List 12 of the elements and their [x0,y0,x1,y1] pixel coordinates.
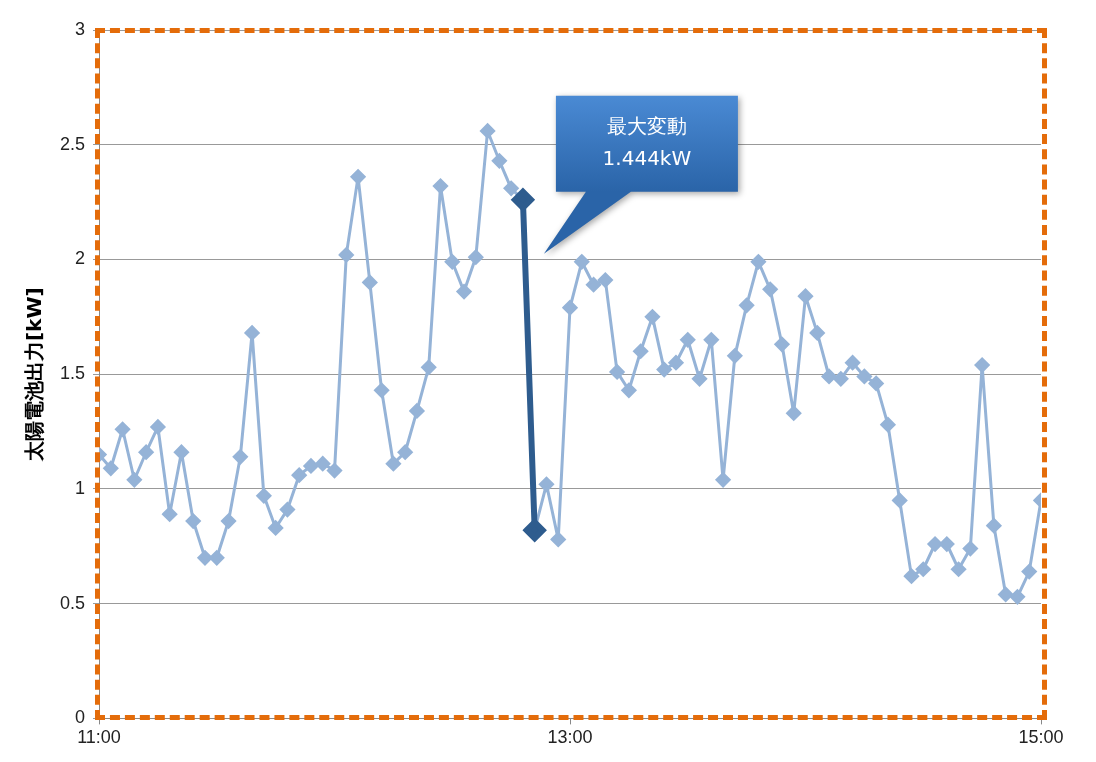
x-tick-label: 13:00 [547,727,593,748]
annotation: 最大変動 1.444kW [602,114,692,171]
y-tick-label: 1 [75,477,86,498]
y-tick-label: 0 [75,707,86,728]
y-tick-label: 2.5 [59,133,86,154]
y-axis-title: 太陽電池出力[kW] [22,287,47,463]
y-tick-label: 0.5 [59,592,86,613]
x-tick-label: 11:00 [77,727,121,748]
y-tick-label: 2 [75,248,86,269]
y-tick-label: 3 [75,18,86,39]
x-tick-label: 15:00 [1018,727,1064,748]
y-tick-label: 1.5 [59,363,86,384]
